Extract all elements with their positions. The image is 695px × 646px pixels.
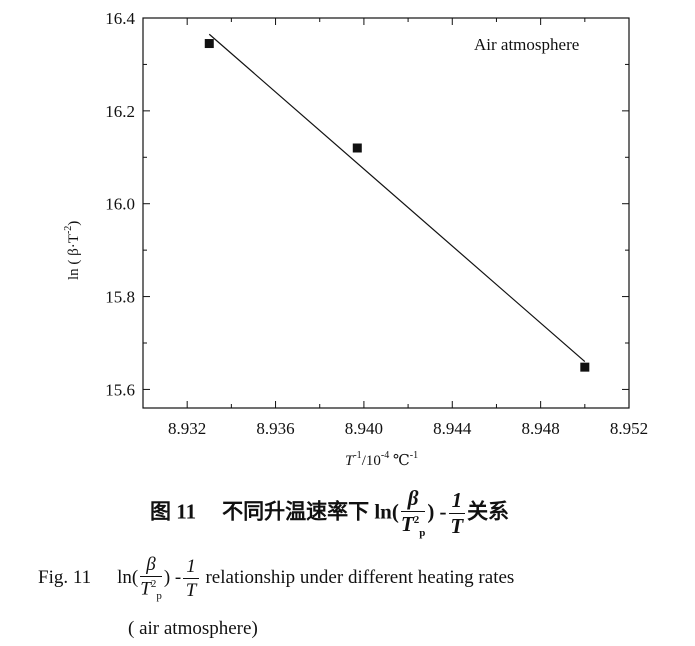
caption-fraction: β T2p <box>140 554 162 603</box>
data-point <box>204 39 214 49</box>
y-tick-label: 15.6 <box>105 380 135 399</box>
caption-fraction: β T2p <box>400 486 426 540</box>
fit-line <box>208 33 586 363</box>
x-tick-label: 8.940 <box>345 419 383 438</box>
x-axis-title: T-1/10-4 ℃-1 <box>345 450 418 469</box>
y-axis-title: ln ( β·T-2) <box>63 221 82 280</box>
plot-frame <box>142 17 630 409</box>
y-tick-label: 16.2 <box>105 102 135 121</box>
caption-text: 不同升温速率下 ln( <box>222 499 399 524</box>
y-tick-labels: 15.6 15.8 16.0 16.2 16.4 <box>105 9 135 399</box>
x-tick-label: 8.932 <box>168 419 206 438</box>
x-tick-label: 8.948 <box>522 419 560 438</box>
data-point <box>580 362 590 372</box>
caption-figure-number: 图 11 <box>150 499 197 524</box>
x-tick-label: 8.952 <box>610 419 648 438</box>
y-tick-label: 16.4 <box>105 9 135 28</box>
chart: 8.932 8.936 8.940 8.944 8.948 8.952 15.615.81… <box>63 9 648 469</box>
x-tick-label: 8.936 <box>256 419 294 438</box>
caption-chinese: 图 11 不同升温速率下 ln(β T2p) -1 T 关系 <box>150 486 510 540</box>
y-tick-label: 15.8 <box>105 288 135 307</box>
y-tick-label: 16.0 <box>105 195 135 214</box>
data-points <box>204 39 590 372</box>
annotation: Air atmosphere <box>474 35 579 54</box>
axis-ticks <box>143 17 630 408</box>
x-tick-labels: 8.932 8.936 8.940 8.944 8.948 8.952 <box>168 419 648 438</box>
x-tick-label: 8.944 <box>433 419 472 438</box>
caption-english-line2: ( air atmosphere) <box>128 618 258 639</box>
caption-figure-number: Fig. 11 <box>38 566 92 588</box>
caption-tail: relationship under different heating rat… <box>205 566 515 588</box>
data-point <box>352 143 362 153</box>
